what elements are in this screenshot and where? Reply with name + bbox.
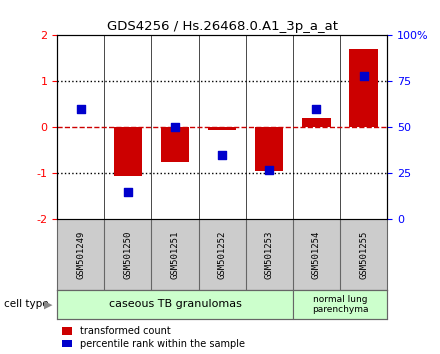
- Point: [266, 167, 273, 173]
- Point: [219, 152, 226, 158]
- Bar: [255, 127, 283, 171]
- Point: [172, 125, 179, 130]
- Bar: [57, 290, 293, 319]
- Bar: [114, 127, 142, 176]
- Text: GSM501255: GSM501255: [359, 231, 368, 279]
- Bar: [208, 127, 236, 130]
- Point: [77, 106, 84, 112]
- Bar: [302, 118, 330, 127]
- Text: GSM501250: GSM501250: [123, 231, 132, 279]
- Text: GSM501253: GSM501253: [265, 231, 274, 279]
- Bar: [349, 49, 378, 127]
- Bar: [293, 290, 387, 319]
- Point: [360, 73, 367, 79]
- Text: caseous TB granulomas: caseous TB granulomas: [109, 299, 242, 309]
- Text: GSM501252: GSM501252: [218, 231, 227, 279]
- Text: cell type: cell type: [4, 299, 49, 309]
- Text: GSM501249: GSM501249: [76, 231, 85, 279]
- Text: normal lung
parenchyma: normal lung parenchyma: [312, 295, 368, 314]
- Bar: [161, 127, 189, 162]
- Text: ▶: ▶: [44, 299, 52, 309]
- Text: GSM501254: GSM501254: [312, 231, 321, 279]
- Legend: transformed count, percentile rank within the sample: transformed count, percentile rank withi…: [62, 326, 245, 349]
- Point: [313, 106, 320, 112]
- Text: GSM501251: GSM501251: [171, 231, 180, 279]
- Point: [125, 189, 132, 195]
- Title: GDS4256 / Hs.26468.0.A1_3p_a_at: GDS4256 / Hs.26468.0.A1_3p_a_at: [107, 20, 338, 33]
